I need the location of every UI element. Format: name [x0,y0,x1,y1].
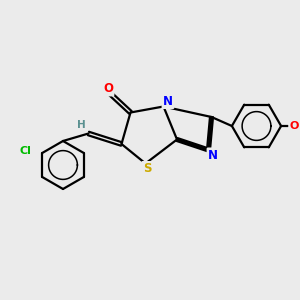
Text: N: N [208,149,218,162]
Text: S: S [143,162,151,176]
Text: Cl: Cl [20,146,32,157]
Text: O: O [290,121,299,131]
Text: H: H [76,119,85,130]
Text: O: O [103,82,113,95]
Text: N: N [163,94,173,108]
